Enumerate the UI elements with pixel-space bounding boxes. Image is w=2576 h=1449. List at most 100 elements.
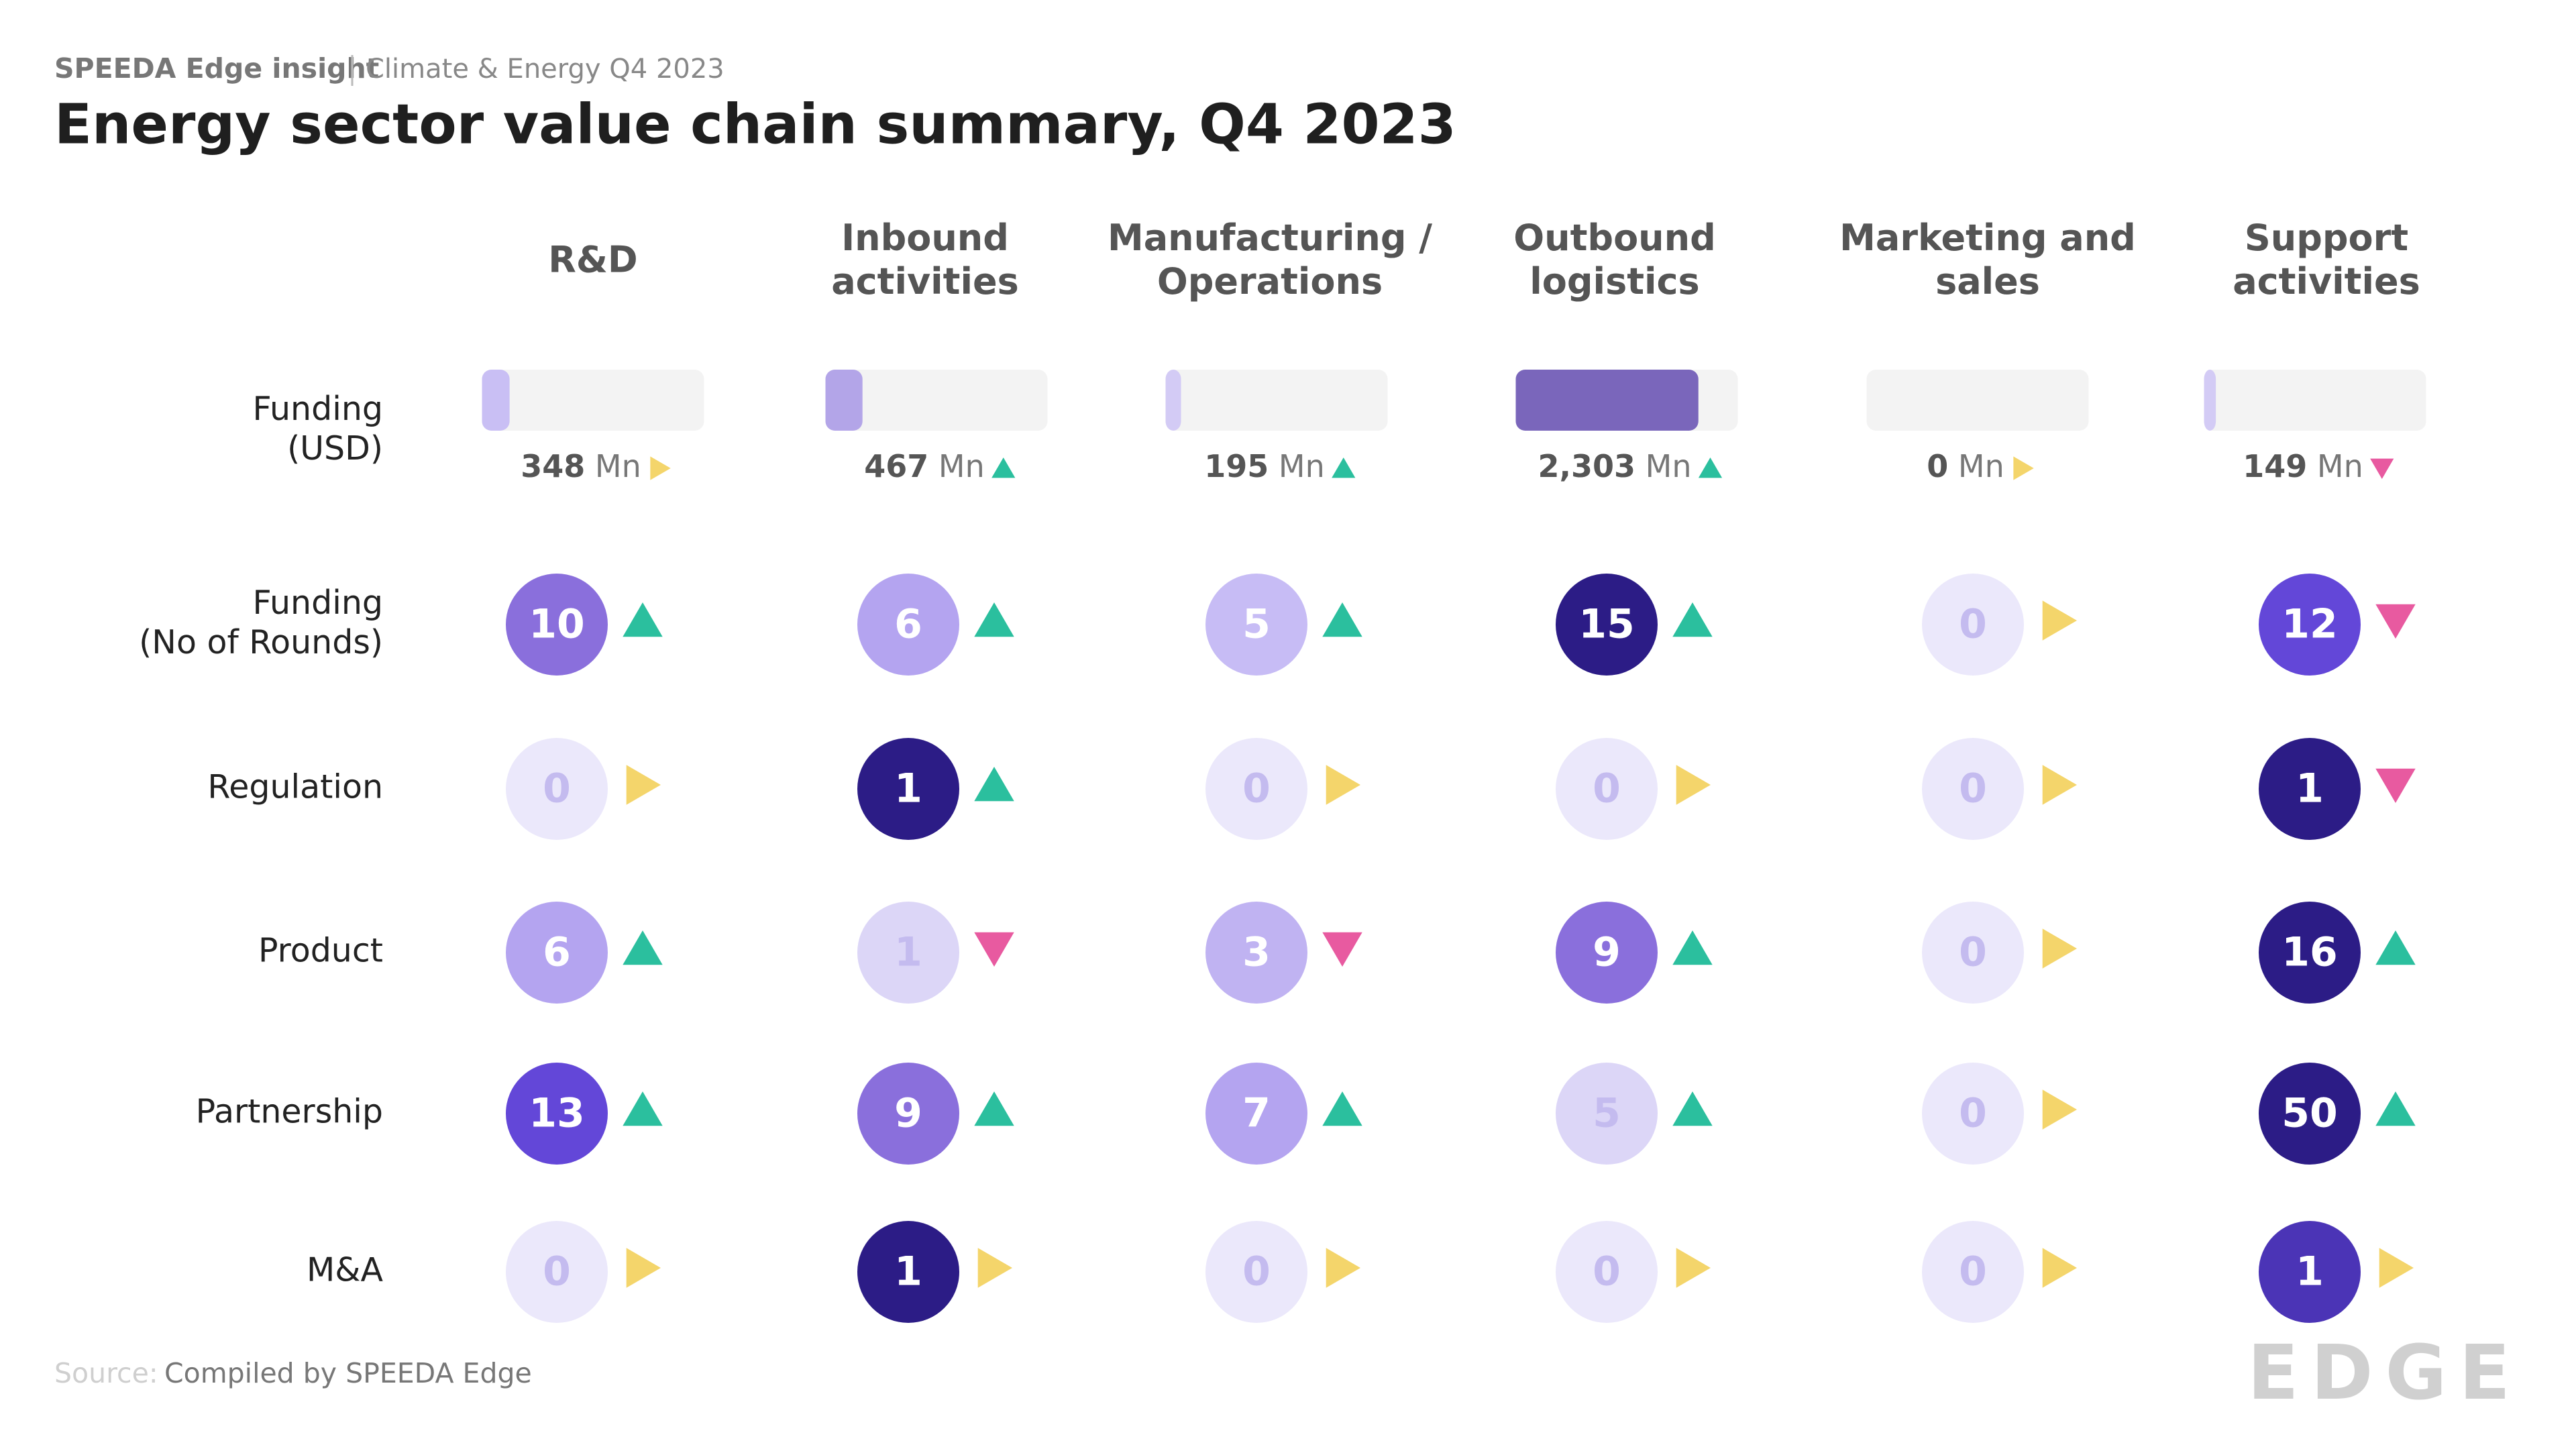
count-label: 0 [1593,1248,1621,1295]
trend-arrow [2042,928,2077,969]
bar-track [1866,370,2089,431]
column-header: Outbound [1513,217,1715,259]
trend-arrow [2042,1089,2077,1130]
column-header: logistics [1529,260,1699,303]
row-label: (USD) [287,429,383,468]
count-circle [1205,574,1307,676]
count-label: 0 [1959,929,1987,976]
bar-track [482,370,704,431]
trend-arrow [991,458,1016,478]
trend-arrow [1326,1248,1360,1288]
row-label: (No of Rounds) [139,623,383,661]
funding-bar [2204,370,2216,431]
count-circle [1556,738,1658,840]
count-circle [857,738,959,840]
funding-value: 0 [1927,448,1948,484]
count-label: 7 [1242,1090,1271,1137]
count-label: 1 [894,765,922,812]
trend-arrow [1322,1091,1362,1126]
count-label: 0 [1959,1090,1987,1137]
count-label: 10 [529,601,585,648]
count-label: 5 [1593,1090,1621,1137]
row-label: Product [258,932,383,970]
column-header: activities [831,260,1019,303]
trend-arrow [1698,458,1723,478]
trend-arrow [623,1091,663,1126]
trend-arrow [2375,768,2416,803]
count-circle [857,574,959,676]
funding-label: 348 Mn [521,448,641,484]
count-label: 16 [2282,929,2338,976]
funding-value: 348 [521,448,585,484]
funding-unit: Mn [2317,448,2363,484]
count-circle [857,902,959,1004]
count-label: 1 [2296,765,2324,812]
count-circle [1556,574,1658,676]
trend-arrow [1672,1091,1713,1126]
funding-value: 467 [864,448,928,484]
funding-value: 2,303 [1538,448,1636,484]
trend-arrow [974,1091,1014,1126]
count-label: 5 [1242,601,1271,648]
count-circle [2259,574,2361,676]
trend-arrow [2042,765,2077,805]
trend-arrow [2042,1248,2077,1288]
brand: SPEEDA Edge insight [54,52,379,85]
subtitle: Climate & Energy Q4 2023 [366,54,724,85]
count-label: 6 [543,929,571,976]
count-label: 0 [543,1248,571,1295]
funding-unit: Mn [1279,448,1325,484]
count-label: 0 [1959,765,1987,812]
trend-arrow [1676,765,1711,805]
count-circle [1556,1063,1658,1165]
count-circle [1205,1063,1307,1165]
trend-arrow [626,765,661,805]
funding-bar [482,370,510,431]
trend-arrow [1672,602,1713,637]
bar-track [2204,370,2426,431]
count-label: 50 [2282,1090,2338,1137]
count-circle [1922,902,2024,1004]
count-circle [857,1063,959,1165]
funding-value: 149 [2243,448,2307,484]
column-header: activities [2233,260,2420,303]
trend-arrow [1322,602,1362,637]
count-label: 0 [1242,1248,1271,1295]
trend-arrow [974,932,1014,967]
funding-label: 149 Mn [2243,448,2363,484]
count-label: 6 [894,601,922,648]
funding-unit: Mn [938,448,985,484]
count-label: 13 [529,1090,585,1137]
trend-arrow [626,1248,661,1288]
funding-label: 467 Mn [864,448,985,484]
row-label: Funding [253,584,384,622]
trend-arrow [1672,930,1713,965]
source: Compiled by SPEEDA Edge [164,1357,532,1389]
column-header: sales [1935,260,2040,303]
funding-unit: Mn [595,448,641,484]
trend-arrow [2375,604,2416,639]
count-label: 1 [894,929,922,976]
count-circle [1556,1221,1658,1323]
trend-arrow [2370,458,2394,479]
bar-track [1165,370,1388,431]
row-label: Funding [253,390,384,428]
count-circle [1205,1221,1307,1323]
count-label: 9 [894,1090,922,1137]
column-header: Support [2245,217,2408,259]
trend-arrow [2375,930,2416,965]
column-header: Operations [1157,260,1383,303]
trend-arrow [2375,1091,2416,1126]
trend-arrow [2042,600,2077,641]
count-circle [1556,902,1658,1004]
count-circle [2259,738,2361,840]
count-label: 0 [1242,765,1271,812]
count-circle [1922,1221,2024,1323]
count-circle [1922,574,2024,676]
column-header: Manufacturing / [1108,217,1432,259]
count-circle [506,574,608,676]
count-circle [2259,1063,2361,1165]
count-label: 1 [2296,1248,2324,1295]
